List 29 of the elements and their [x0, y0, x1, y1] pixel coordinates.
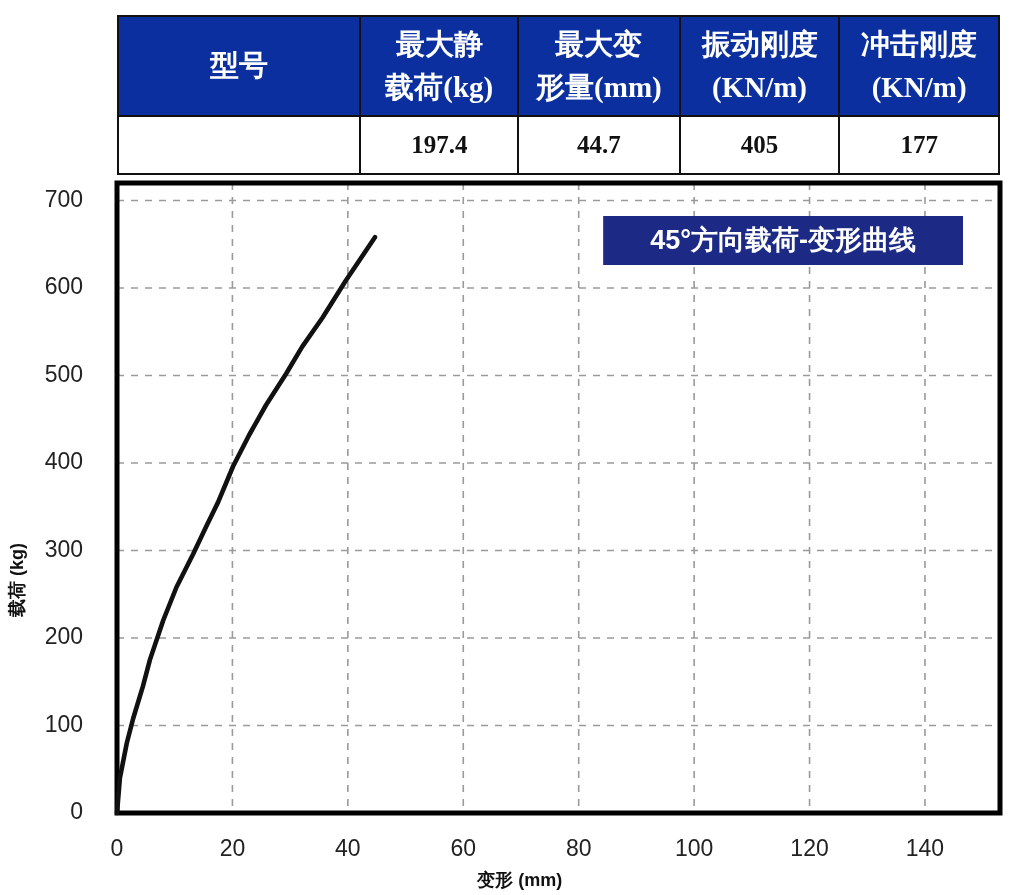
y-axis-title: 载荷 (kg) [6, 542, 27, 618]
x-tick-label: 60 [450, 835, 477, 862]
y-tick-label: 0 [70, 798, 83, 825]
category-label: 冲击刚度 (KN/m) [839, 16, 999, 116]
x-tick-label: 80 [565, 835, 592, 862]
category-label: 最大变形量(mm) [518, 16, 680, 116]
y-tick-label: 100 [44, 710, 83, 737]
y-tick-label: 300 [44, 535, 83, 562]
y-tick-label: 700 [44, 185, 83, 212]
category-label: 最大静载荷(kg) [360, 16, 519, 116]
y-tick-label: 200 [44, 623, 83, 650]
x-tick-label: 100 [674, 835, 714, 862]
y-tick-label: 500 [44, 360, 83, 387]
data-label: 405 [679, 116, 840, 174]
x-tick-label: 20 [219, 835, 246, 862]
y-tick-label: 400 [44, 448, 83, 475]
text: 45°方向载荷-变形曲线 [650, 224, 916, 255]
category-label: 振动刚度 (KN/m) [679, 16, 840, 116]
data-label: 177 [839, 116, 999, 174]
x-tick-label: 120 [790, 835, 829, 862]
category-label: 型号 [118, 16, 361, 116]
x-tick-label: 140 [905, 835, 945, 862]
x-axis-title: 变形 (mm) [476, 869, 563, 890]
data-label: 197.4 [360, 116, 519, 174]
y-tick-label: 600 [44, 273, 83, 300]
x-tick-label: 40 [335, 835, 361, 862]
data-label: 44.7 [518, 116, 680, 174]
x-tick-label: 0 [110, 835, 124, 862]
line-series [114, 234, 378, 816]
